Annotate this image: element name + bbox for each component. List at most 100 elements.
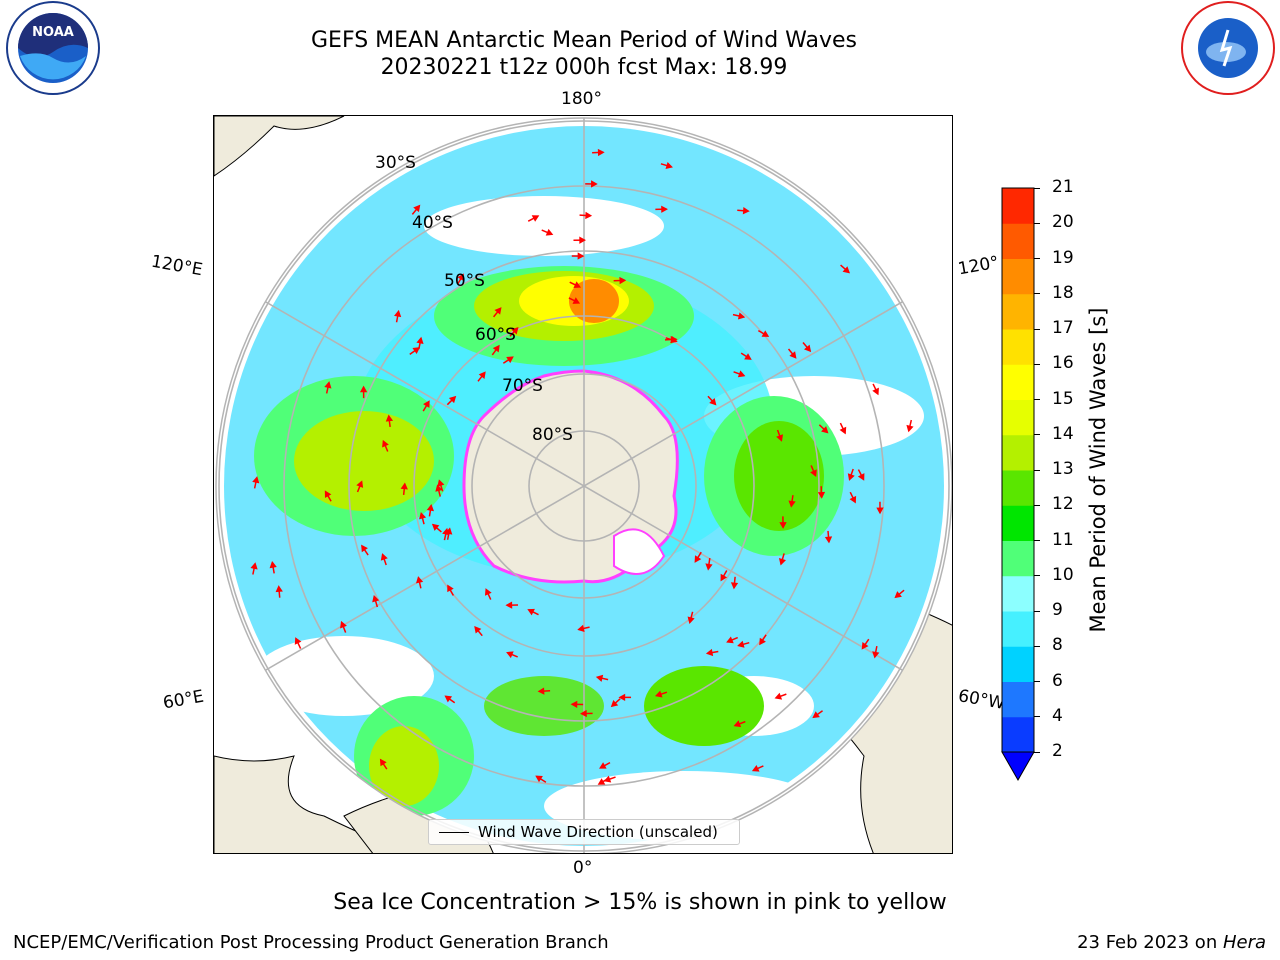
colorbar-tick-mark bbox=[1034, 469, 1040, 471]
wave-direction-arrowhead bbox=[294, 637, 302, 645]
colorbar-tick-mark bbox=[1034, 610, 1040, 612]
colorbar-segment bbox=[1002, 540, 1034, 577]
wave-direction-arrowhead bbox=[595, 674, 604, 682]
colorbar-tick-mark bbox=[1034, 399, 1040, 400]
wave-direction-arrowhead bbox=[603, 775, 612, 783]
wave-direction-arrowhead bbox=[484, 588, 492, 596]
wave-direction-arrowhead bbox=[435, 484, 443, 492]
wave-direction-arrowhead bbox=[824, 536, 833, 544]
colorbar-tick-label: 10 bbox=[1052, 564, 1074, 585]
wave-direction-arrowhead bbox=[737, 640, 745, 648]
lon-label-180: 180° bbox=[561, 89, 602, 109]
wave-direction-arrowhead bbox=[505, 601, 513, 609]
colorbar-segment bbox=[1002, 223, 1034, 259]
wave-direction-arrowhead bbox=[423, 400, 430, 408]
colorbar-tick-mark bbox=[1034, 187, 1040, 189]
colorbar-segment bbox=[1002, 681, 1034, 718]
wave-direction-arrowhead bbox=[720, 573, 728, 582]
wave-direction-arrowhead bbox=[730, 582, 739, 590]
colorbar-tick-label: 16 bbox=[1052, 353, 1074, 374]
wave-direction-arrowhead bbox=[610, 699, 619, 708]
colorbar-segment bbox=[1002, 188, 1034, 224]
colorbar-tick-mark bbox=[1034, 751, 1040, 753]
wave-direction-arrowhead bbox=[872, 387, 879, 396]
colorbar-tick-label: 4 bbox=[1052, 705, 1063, 726]
colorbar-segment bbox=[1002, 470, 1034, 506]
colorbar-tick-mark bbox=[1034, 575, 1040, 577]
wave-direction-arrowhead bbox=[810, 469, 817, 477]
colorbar-tick-label: 19 bbox=[1052, 247, 1074, 268]
wave-direction-arrowhead bbox=[599, 762, 607, 769]
wave-direction-arrowhead bbox=[426, 504, 434, 512]
wave-direction-arrowhead bbox=[778, 558, 786, 566]
wave-direction-arrowhead bbox=[804, 344, 812, 353]
footer-date: 23 Feb 2023 on Hera bbox=[1077, 932, 1266, 953]
colorbar-tick-label: 11 bbox=[1052, 529, 1074, 550]
chart-title: GEFS MEAN Antarctic Mean Period of Wind … bbox=[311, 28, 857, 53]
map-legend: Wind Wave Direction (unscaled) bbox=[428, 819, 740, 845]
wave-direction-arrowhead bbox=[655, 690, 663, 698]
colorbar-tick-mark bbox=[1034, 363, 1040, 365]
wave-direction-arrowhead bbox=[416, 336, 424, 345]
wave-direction-arrowhead bbox=[379, 758, 387, 767]
wave-direction-arrowhead bbox=[776, 434, 784, 442]
colorbar-tick-mark bbox=[1034, 504, 1040, 506]
colorbar-segment bbox=[1002, 258, 1034, 295]
colorbar-segment bbox=[1002, 575, 1034, 612]
colorbar-tick-mark bbox=[1034, 540, 1040, 541]
wave-direction-arrowhead bbox=[419, 511, 427, 520]
wave-direction-arrowhead bbox=[506, 356, 514, 364]
lon-label-120e: 120°E bbox=[149, 251, 205, 281]
colorbar-segment bbox=[1002, 399, 1034, 436]
wave-direction-arrowhead bbox=[737, 370, 746, 378]
wave-direction-arrowhead bbox=[694, 555, 702, 563]
wave-direction-arrowhead bbox=[821, 426, 829, 434]
colorbar-segment bbox=[1002, 293, 1034, 330]
wave-direction-arrowhead bbox=[531, 215, 540, 222]
wave-direction-arrowhead bbox=[445, 527, 453, 535]
colorbar-segment bbox=[1002, 716, 1034, 753]
wave-direction-arrowhead bbox=[812, 711, 820, 719]
wave-direction-arrowhead bbox=[737, 312, 746, 320]
wave-direction-arrowhead bbox=[275, 585, 283, 593]
wave-direction-arrowhead bbox=[744, 353, 752, 360]
lat-label-80s: 80°S bbox=[532, 425, 573, 445]
wave-direction-arrowhead bbox=[511, 327, 519, 335]
colorbar-segment bbox=[1002, 434, 1034, 471]
wave-direction-arrowhead bbox=[597, 778, 606, 785]
wave-direction-arrowhead bbox=[361, 544, 368, 553]
nws-logo bbox=[1176, 0, 1280, 100]
wave-direction-arrowhead bbox=[817, 491, 826, 499]
footer-host: Hera bbox=[1222, 932, 1266, 953]
wave-direction-arrowhead bbox=[577, 252, 585, 260]
colorbar-segment bbox=[1002, 329, 1034, 365]
wave-direction-arrowhead bbox=[457, 273, 464, 281]
wave-direction-arrowhead bbox=[412, 347, 421, 354]
wave-direction-arrowhead bbox=[416, 576, 424, 584]
wave-direction-arrowhead bbox=[340, 620, 347, 629]
antarctica-land bbox=[462, 369, 679, 584]
wind-wave-arrows bbox=[250, 148, 914, 785]
wave-direction-arrowhead bbox=[857, 473, 865, 481]
wave-direction-arrowhead bbox=[478, 371, 486, 379]
colorbar-tick-mark bbox=[1034, 258, 1040, 259]
colorbar-label: Mean Period of Wind Waves [s] bbox=[1086, 307, 1110, 633]
lat-label-30s: 30°S bbox=[375, 153, 416, 173]
wave-direction-arrowhead bbox=[839, 426, 847, 435]
map-canvas bbox=[214, 116, 952, 853]
footer-date-text: 23 Feb 2023 on bbox=[1077, 932, 1223, 953]
wave-direction-arrowhead bbox=[448, 395, 457, 404]
wave-direction-arrowhead bbox=[872, 651, 880, 659]
colorbar bbox=[1001, 187, 1035, 782]
svg-text:NOAA: NOAA bbox=[32, 25, 74, 40]
wave-direction-arrowhead bbox=[849, 495, 857, 504]
wave-direction-arrowhead bbox=[269, 560, 277, 569]
lat-label-70s: 70°S bbox=[502, 376, 543, 396]
wave-direction-arrowhead bbox=[372, 594, 380, 603]
wave-direction-arrowhead bbox=[447, 584, 454, 593]
wave-direction-arrowhead bbox=[437, 479, 445, 487]
wave-direction-arrowhead bbox=[474, 626, 482, 634]
wave-direction-arrowhead bbox=[252, 476, 260, 484]
colorbar-tick-label: 21 bbox=[1052, 177, 1074, 197]
colorbar-tick-label: 6 bbox=[1052, 670, 1063, 691]
